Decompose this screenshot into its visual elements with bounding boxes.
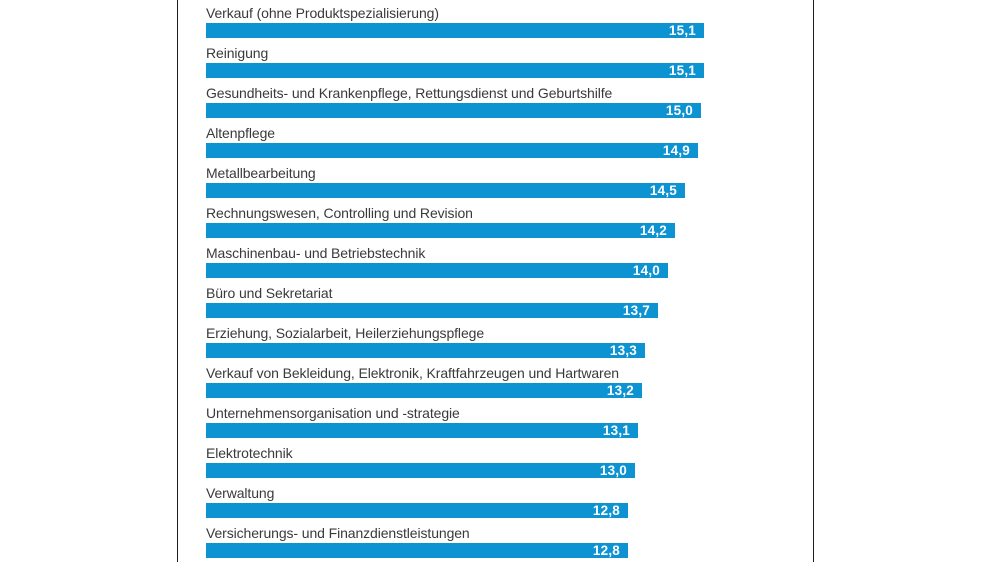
chart-row: Unternehmensorganisation und -strategie …: [206, 405, 806, 445]
bar: 13,3: [206, 343, 645, 358]
chart-row: Erziehung, Sozialarbeit, Heilerziehungsp…: [206, 325, 806, 365]
chart-row: Verkauf (ohne Produktspezialisierung) 15…: [206, 5, 806, 45]
chart-row: Büro und Sekretariat 13,7: [206, 285, 806, 325]
bar-value-label: 13,3: [609, 343, 637, 358]
bar-category-label: Altenpflege: [206, 125, 275, 141]
bar: 14,2: [206, 223, 675, 238]
bar-category-label: Erziehung, Sozialarbeit, Heilerziehungsp…: [206, 325, 485, 341]
bar-category-label: Büro und Sekretariat: [206, 285, 333, 301]
bar-category-label: Rechnungswesen, Controlling und Revision: [206, 205, 473, 221]
bar-value-label: 13,0: [599, 463, 627, 478]
bar-value-label: 15,1: [668, 63, 696, 78]
bar-value-label: 13,1: [602, 423, 630, 438]
chart-row: Maschinenbau- und Betriebstechnik 14,0: [206, 245, 806, 285]
bar-value-label: 12,8: [592, 503, 620, 518]
chart-row: Versicherungs- und Finanzdienstleistunge…: [206, 525, 806, 565]
bar-value-label: 15,1: [668, 23, 696, 38]
chart-row: Elektrotechnik 13,0: [206, 445, 806, 485]
bar-category-label: Verkauf von Bekleidung, Elektronik, Kraf…: [206, 365, 619, 381]
bar: 12,8: [206, 543, 628, 558]
bar: 12,8: [206, 503, 628, 518]
bar-value-label: 12,8: [592, 543, 620, 558]
chart-row: Gesundheits- und Krankenpflege, Rettungs…: [206, 85, 806, 125]
bar: 14,5: [206, 183, 685, 198]
bar-category-label: Maschinenbau- und Betriebstechnik: [206, 245, 426, 261]
bar-category-label: Versicherungs- und Finanzdienstleistunge…: [206, 525, 470, 541]
panel-border-left: [177, 0, 178, 562]
bar: 15,1: [206, 23, 704, 38]
bar-category-label: Verkauf (ohne Produktspezialisierung): [206, 5, 439, 21]
bar-category-label: Reinigung: [206, 45, 269, 61]
chart-row: Verwaltung 12,8: [206, 485, 806, 525]
bar-category-label: Elektrotechnik: [206, 445, 293, 461]
bar: 13,1: [206, 423, 638, 438]
bar-value-label: 14,2: [639, 223, 667, 238]
bar-category-label: Metallbearbeitung: [206, 165, 316, 181]
bar-value-label: 14,9: [662, 143, 690, 158]
bar: 14,9: [206, 143, 698, 158]
bar-category-label: Verwaltung: [206, 485, 275, 501]
chart-row: Metallbearbeitung 14,5: [206, 165, 806, 205]
bar: 13,2: [206, 383, 642, 398]
bar-value-label: 14,5: [649, 183, 677, 198]
bar-category-label: Gesundheits- und Krankenpflege, Rettungs…: [206, 85, 613, 101]
bar: 15,1: [206, 63, 704, 78]
bar: 15,0: [206, 103, 701, 118]
bar-category-label: Unternehmensorganisation und -strategie: [206, 405, 460, 421]
bar-value-label: 13,7: [622, 303, 650, 318]
bar: 14,0: [206, 263, 668, 278]
bar-value-label: 14,0: [632, 263, 660, 278]
chart-row: Altenpflege 14,9: [206, 125, 806, 165]
bar-value-label: 15,0: [665, 103, 693, 118]
chart-rows: Verkauf (ohne Produktspezialisierung) 15…: [206, 5, 806, 565]
bar-value-label: 13,2: [606, 383, 634, 398]
chart-row: Reinigung 15,1: [206, 45, 806, 85]
chart-row: Verkauf von Bekleidung, Elektronik, Kraf…: [206, 365, 806, 405]
bar: 13,0: [206, 463, 635, 478]
panel-border-right: [813, 0, 814, 562]
chart-row: Rechnungswesen, Controlling und Revision…: [206, 205, 806, 245]
bar: 13,7: [206, 303, 658, 318]
